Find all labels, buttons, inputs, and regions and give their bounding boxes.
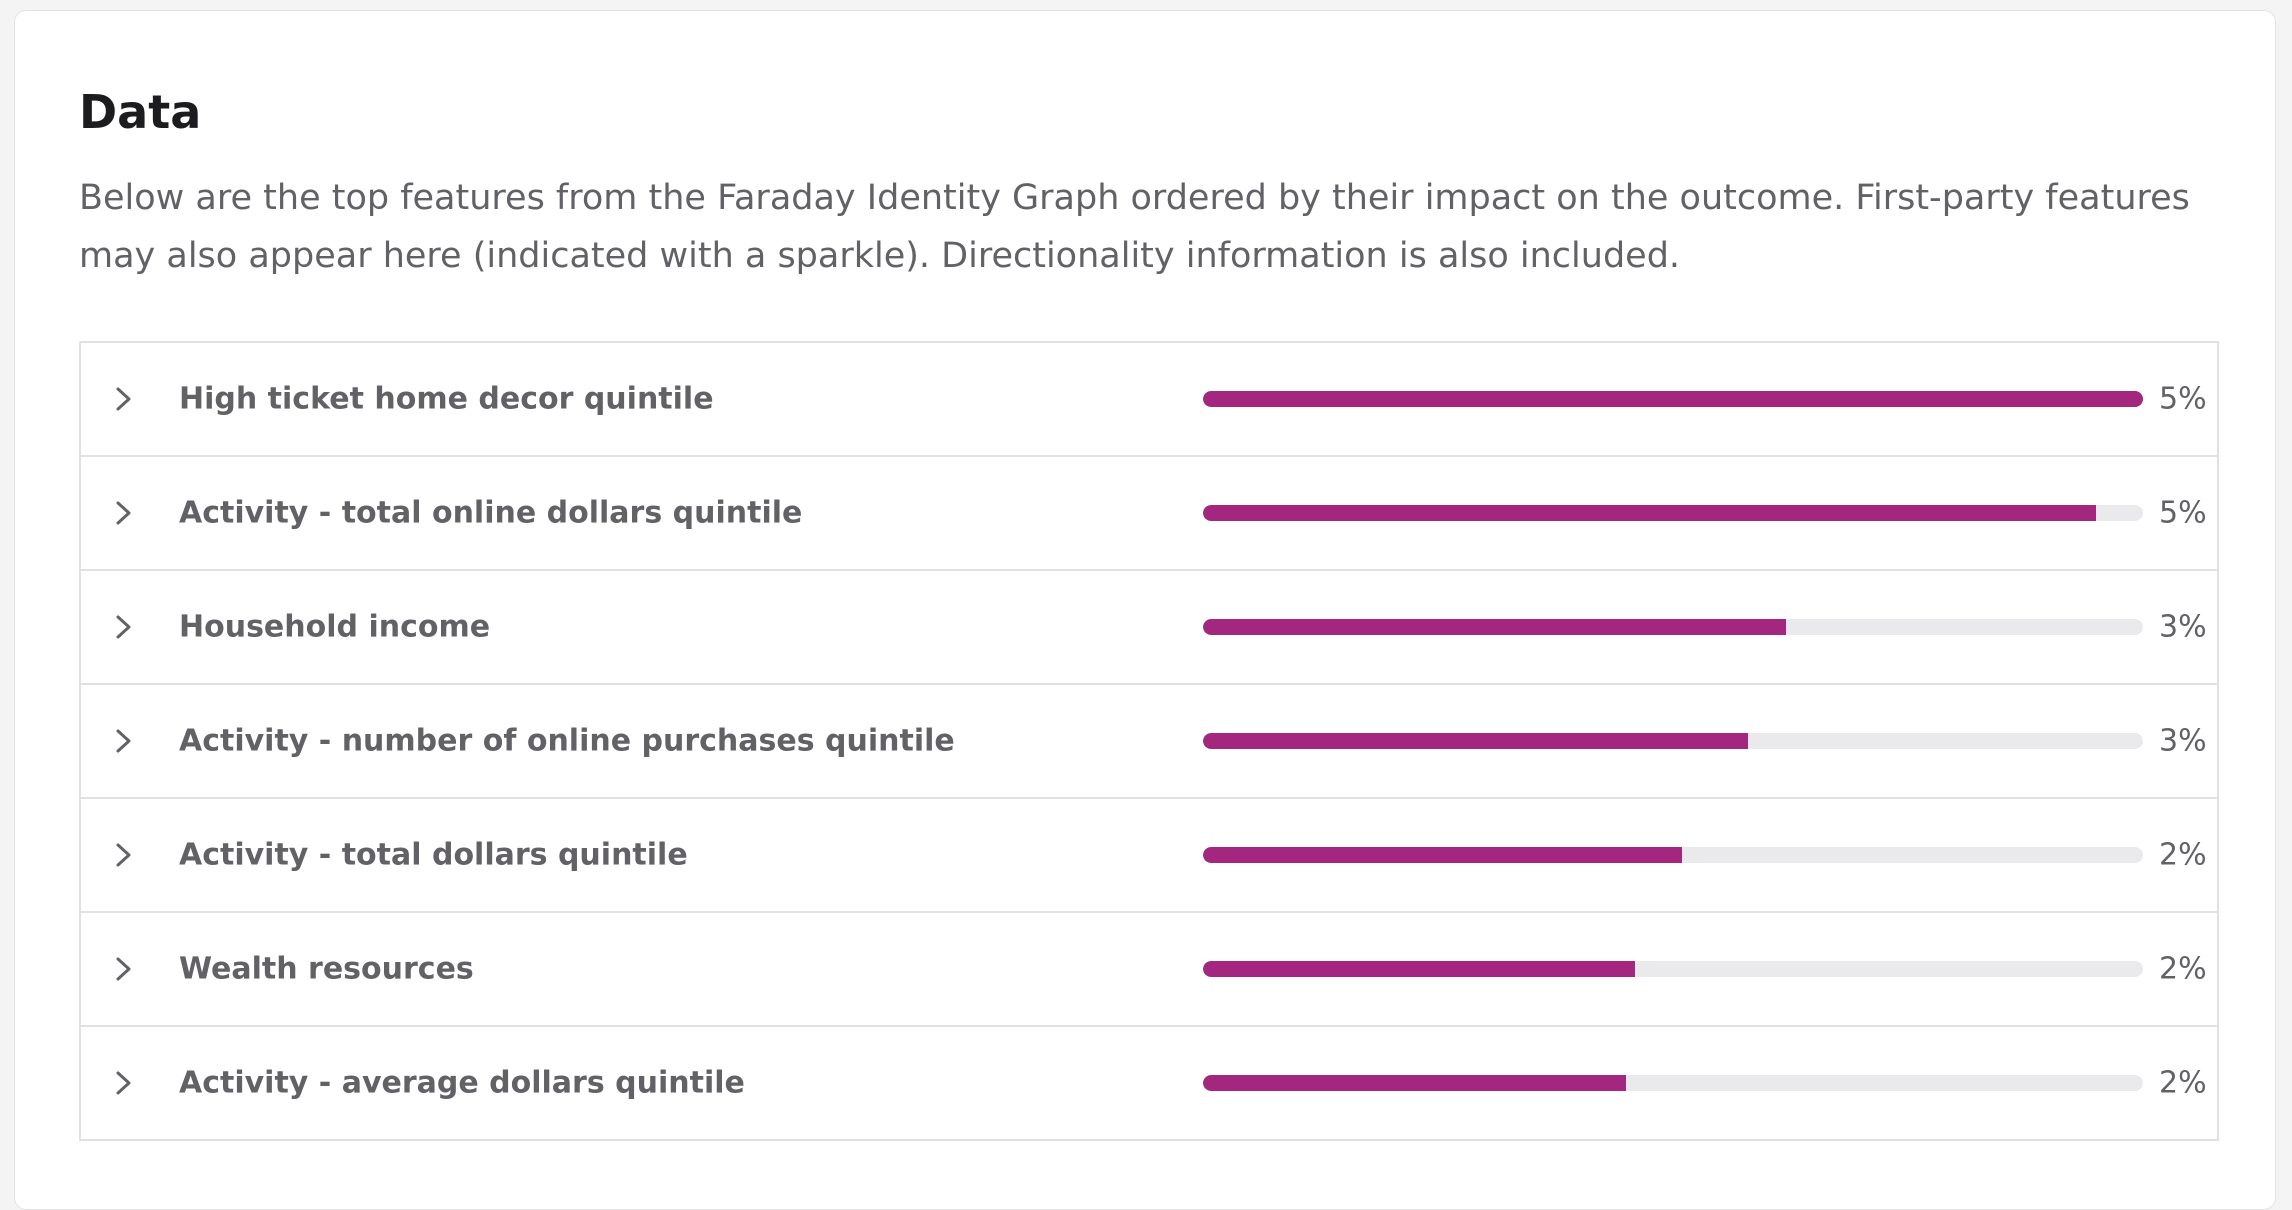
chevron-right-icon[interactable] bbox=[113, 384, 135, 414]
section-title: Data bbox=[79, 85, 202, 139]
importance-bar-track bbox=[1203, 733, 2143, 749]
feature-row[interactable]: Activity - total dollars quintile 2% bbox=[81, 799, 2217, 913]
feature-label: High ticket home decor quintile bbox=[179, 381, 714, 417]
importance-bar-track bbox=[1203, 1075, 2143, 1091]
feature-row[interactable]: High ticket home decor quintile 5% bbox=[81, 343, 2217, 457]
feature-percent: 5% bbox=[2159, 495, 2207, 531]
importance-bar-fill bbox=[1203, 733, 1749, 749]
feature-row[interactable]: Wealth resources 2% bbox=[81, 913, 2217, 1027]
feature-percent: 2% bbox=[2159, 837, 2207, 873]
chevron-right-icon[interactable] bbox=[113, 498, 135, 528]
chevron-right-icon[interactable] bbox=[113, 954, 135, 984]
importance-bar-fill bbox=[1203, 505, 2096, 521]
feature-percent: 2% bbox=[2159, 951, 2207, 987]
importance-bar-fill bbox=[1203, 1075, 1626, 1091]
feature-row[interactable]: Activity - average dollars quintile 2% bbox=[81, 1027, 2217, 1141]
section-description: Below are the top features from the Fara… bbox=[79, 178, 2190, 276]
feature-label: Wealth resources bbox=[179, 951, 474, 987]
feature-row[interactable]: Activity - total online dollars quintile… bbox=[81, 457, 2217, 571]
importance-bar-track bbox=[1203, 505, 2143, 521]
feature-label: Activity - total dollars quintile bbox=[179, 837, 688, 873]
chevron-right-icon[interactable] bbox=[113, 840, 135, 870]
feature-percent: 2% bbox=[2159, 1065, 2207, 1101]
feature-percent: 5% bbox=[2159, 381, 2207, 417]
importance-bar-track bbox=[1203, 619, 2143, 635]
chevron-right-icon[interactable] bbox=[113, 1068, 135, 1098]
feature-label: Activity - total online dollars quintile bbox=[179, 495, 803, 531]
feature-label: Household income bbox=[179, 609, 491, 645]
feature-label: Activity - average dollars quintile bbox=[179, 1065, 745, 1101]
feature-percent: 3% bbox=[2159, 609, 2207, 645]
chevron-right-icon[interactable] bbox=[113, 726, 135, 756]
importance-bar-track bbox=[1203, 391, 2143, 407]
importance-bar-track bbox=[1203, 961, 2143, 977]
chevron-right-icon[interactable] bbox=[113, 612, 135, 642]
feature-row[interactable]: Household income 3% bbox=[81, 571, 2217, 685]
feature-label: Activity - number of online purchases qu… bbox=[179, 723, 955, 759]
feature-row[interactable]: Activity - number of online purchases qu… bbox=[81, 685, 2217, 799]
importance-bar-fill bbox=[1203, 619, 1786, 635]
data-card: Data Below are the top features from the… bbox=[14, 10, 2276, 1210]
importance-bar-fill bbox=[1203, 847, 1683, 863]
importance-bar-track bbox=[1203, 847, 2143, 863]
feature-percent: 3% bbox=[2159, 723, 2207, 759]
importance-bar-fill bbox=[1203, 391, 2143, 407]
importance-bar-fill bbox=[1203, 961, 1636, 977]
feature-importance-list: High ticket home decor quintile 5% Activ… bbox=[79, 341, 2219, 1141]
